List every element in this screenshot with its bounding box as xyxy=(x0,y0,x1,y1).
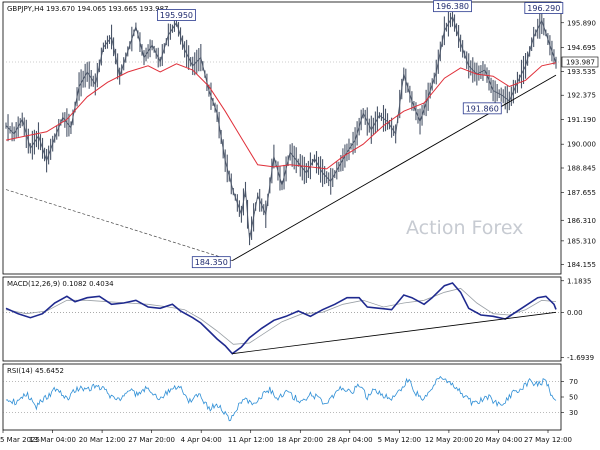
x-tick-label: 28 Apr 04:00 xyxy=(327,436,373,444)
x-tick-label: 27 Mar 20:00 xyxy=(128,436,175,444)
price-label-box xyxy=(433,0,472,13)
x-tick-label: 5 Mar 2025 xyxy=(0,436,40,444)
moving-average-line xyxy=(5,62,557,170)
rsi-line xyxy=(5,375,557,422)
x-tick-label: 18 Apr 20:00 xyxy=(277,436,323,444)
macd-layer xyxy=(3,282,561,355)
x-tick-label: 5 May 12:00 xyxy=(378,436,422,444)
rsi-y-tick-label: 70 xyxy=(569,378,578,386)
price-y-tick-label: 190.000 xyxy=(567,141,596,149)
price-label-text: 184.350 xyxy=(195,258,228,267)
price-label-text: 196.290 xyxy=(527,4,560,13)
rsi-y-tick-label: 30 xyxy=(569,409,578,417)
macd-y-tick-label: 0.00 xyxy=(567,309,583,317)
price-y-tick-label: 194.695 xyxy=(567,44,596,52)
rsi-header: RSI(14) 45.6452 xyxy=(7,367,64,375)
current-price-tag-text: 193.987 xyxy=(566,58,595,66)
price-label-box xyxy=(462,102,502,115)
price-y-tick-label: 185.310 xyxy=(567,237,596,245)
price-y-tick-label: 188.845 xyxy=(567,164,596,172)
macd-header: MACD(12,26,9) 0.1082 0.4034 xyxy=(7,280,114,288)
x-tick-label: 20 May 04:00 xyxy=(474,436,522,444)
price-y-tick-label: 184.155 xyxy=(567,261,596,269)
price-label-text: 196.380 xyxy=(436,2,469,11)
price-layer: 195.950 196.380 196.290 191.860 184.350 xyxy=(3,0,564,269)
x-tick-label: 27 May 12:00 xyxy=(524,436,572,444)
current-price-tag xyxy=(561,56,599,68)
price-label-text: 191.860 xyxy=(466,104,499,113)
price-label-box xyxy=(157,9,196,21)
macd-y-tick-label: 1.1835 xyxy=(567,277,592,285)
price-label-text: 195.950 xyxy=(160,11,193,20)
x-tick-label: 13 Mar 04:00 xyxy=(29,436,76,444)
price-y-tick-label: 192.375 xyxy=(567,92,596,100)
x-tick-label: 20 Mar 12:00 xyxy=(79,436,126,444)
axis-layer: 195.890 194.695 193.535 192.375 191.190 190.0… xyxy=(0,19,599,444)
x-tick-label: 11 Apr 12:00 xyxy=(228,436,274,444)
rising-trendline xyxy=(232,74,557,262)
price-y-tick-label: 195.890 xyxy=(567,19,596,27)
price-header: GBPJPY,H4 193.670 194.065 193.665 193.98… xyxy=(7,5,169,13)
x-tick-label: 12 May 20:00 xyxy=(425,436,473,444)
rsi-layer xyxy=(3,375,561,422)
price-label-box xyxy=(191,256,231,269)
price-y-tick-label: 186.310 xyxy=(567,217,596,225)
rsi-y-tick-label: 50 xyxy=(569,394,578,402)
price-y-tick-label: 187.655 xyxy=(567,189,596,197)
x-tick-label: 4 Apr 04:00 xyxy=(181,436,222,444)
macd-panel-frame xyxy=(2,276,562,362)
dashed-trendline xyxy=(5,189,233,261)
price-y-tick-label: 191.190 xyxy=(567,116,596,124)
price-panel-frame xyxy=(2,1,562,275)
macd-y-tick-label: -1.6939 xyxy=(567,354,594,362)
macd-trendline xyxy=(232,311,557,355)
watermark-text: Action Forex xyxy=(406,217,523,239)
price-line xyxy=(5,15,557,240)
price-label-box xyxy=(524,2,564,14)
price-y-tick-label: 193.535 xyxy=(567,68,596,76)
macd-line xyxy=(5,282,557,355)
